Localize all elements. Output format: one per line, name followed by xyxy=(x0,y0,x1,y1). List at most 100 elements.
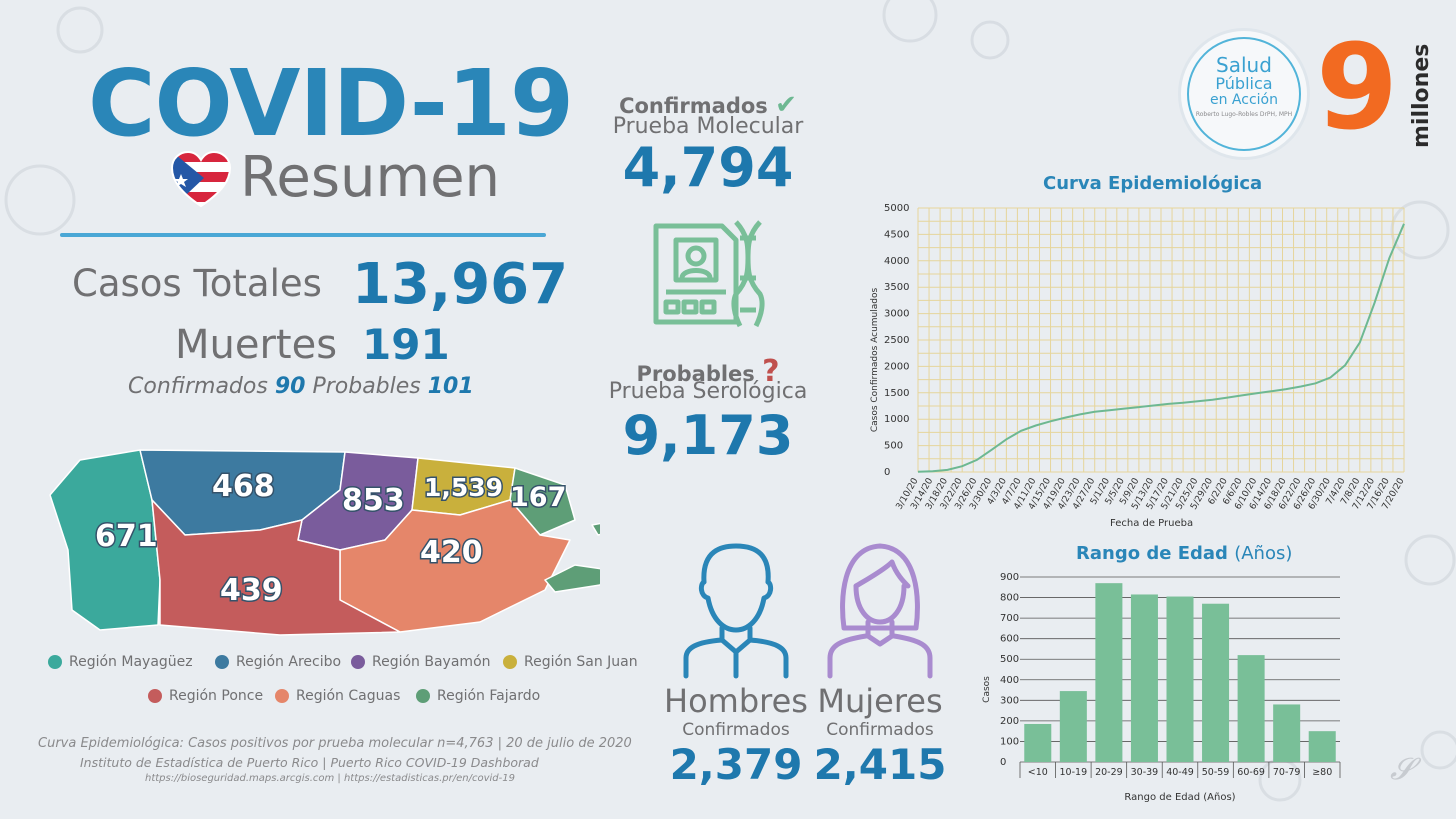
woman-icon xyxy=(827,543,933,679)
footer-source: Instituto de Estadística de Puerto Rico … xyxy=(80,755,539,770)
y-tick-label: 400 xyxy=(1000,675,1019,686)
deaths-confirmed-value: 90 xyxy=(274,374,306,399)
serologic-value: 9,173 xyxy=(622,404,794,467)
deaths-confirmed-label: Confirmados xyxy=(128,374,268,399)
age-bar xyxy=(1166,596,1194,762)
y-tick-label: 1500 xyxy=(884,388,909,399)
age-bar xyxy=(1024,723,1052,762)
molecular-label-row: Confirmados ✔ xyxy=(578,90,838,120)
men-subtitle: Confirmados xyxy=(682,720,790,740)
legend-item-sanjuan: Región San Juan xyxy=(503,654,638,670)
page-title: COVID-19 xyxy=(88,50,574,157)
deaths-value: 191 xyxy=(362,320,450,369)
total-cases-value: 13,967 xyxy=(352,252,569,317)
deaths-label: Muertes xyxy=(175,322,338,368)
age-bar xyxy=(1095,583,1123,762)
men-block: Hombres Confirmados 2,379 xyxy=(656,682,816,789)
vieques-island-shape xyxy=(544,564,600,593)
logo-line2: Pública xyxy=(1215,74,1273,93)
molecular-test-name: Prueba Molecular xyxy=(612,114,804,139)
epi-series-line xyxy=(917,223,1405,473)
y-tick-label: 600 xyxy=(1000,634,1019,645)
epi-chart-title: Curva Epidemiológica xyxy=(1043,173,1263,194)
x-tick-label: 50-59 xyxy=(1202,767,1230,778)
legend-item-mayaguez: Región Mayagüez xyxy=(48,654,193,670)
deaths-probable-label: Probables xyxy=(312,374,421,399)
legend-item-arecibo: Región Arecibo xyxy=(215,654,341,670)
legend-item-fajardo: Región Fajardo xyxy=(416,688,540,704)
page-subtitle: Resumen xyxy=(240,145,501,210)
y-tick-label: 3500 xyxy=(884,282,909,293)
age-bar xyxy=(1308,731,1336,762)
age-range-chart: 0 100 200 300 400 500 600 700 800 900 <10 10-19 20-2… xyxy=(982,572,1341,803)
logo-ring: Salud Pública en Acción Roberto Lugo-Rob… xyxy=(1187,37,1301,151)
map-label-sanjuan: 1,539 xyxy=(424,473,503,502)
legend-dot xyxy=(48,655,62,669)
y-tick-label: 2000 xyxy=(884,361,909,372)
svg-text:millones: millones xyxy=(1409,44,1434,148)
women-value: 2,415 xyxy=(813,740,947,789)
x-tick-label: 30-39 xyxy=(1131,767,1159,778)
map-label-ponce: 439 xyxy=(220,573,283,608)
region-mayaguez-shape xyxy=(49,449,161,631)
legend-item-bayamon: Región Bayamón xyxy=(351,654,491,670)
deaths-probable-value: 101 xyxy=(427,374,474,399)
y-tick-label: 500 xyxy=(1000,654,1019,665)
map-label-caguas: 420 xyxy=(420,535,483,570)
y-tick-label: 0 xyxy=(1000,757,1006,768)
y-tick-label: 700 xyxy=(1000,613,1019,624)
map-legend: Región Mayagüez Región Arecibo Región Ba… xyxy=(48,654,648,714)
puerto-rico-region-map: 671 468 853 1,539 167 420 439 xyxy=(49,449,600,636)
footer-note: Curva Epidemiológica: Casos positivos po… xyxy=(38,736,632,751)
y-tick-label: 900 xyxy=(1000,572,1019,583)
age-bar xyxy=(1273,704,1301,762)
region-ponce-shape xyxy=(151,499,401,636)
y-tick-label: 5000 xyxy=(884,203,909,214)
artist-signature: 𝓢 xyxy=(1390,752,1414,787)
age-chart-title-suffix: (Años) xyxy=(1234,543,1293,564)
x-tick-label: 10-19 xyxy=(1060,767,1088,778)
map-label-arecibo: 468 xyxy=(212,469,275,504)
puerto-rico-flag-heart-icon xyxy=(170,150,232,208)
age-bar xyxy=(1059,691,1087,762)
epi-curve-chart: 0 500 1000 1500 2000 2500 3000 3500 4000 4500 5000… xyxy=(870,203,1407,529)
legend-dot xyxy=(148,689,162,703)
x-tick-label: 60-69 xyxy=(1237,767,1265,778)
men-value: 2,379 xyxy=(669,740,803,789)
man-icon xyxy=(683,543,789,679)
women-subtitle: Confirmados xyxy=(826,720,934,740)
y-tick-label: 800 xyxy=(1000,593,1019,604)
serologic-label: Probables xyxy=(636,362,755,386)
region-caguas-shape xyxy=(339,499,571,633)
x-tick-label: 40-49 xyxy=(1166,767,1194,778)
y-tick-label: 0 xyxy=(884,467,890,478)
check-icon: ✔ xyxy=(775,90,797,120)
test-document-dna-icon xyxy=(653,220,765,328)
nine-millones-logo-word: millones xyxy=(1409,44,1434,148)
age-bar xyxy=(1237,655,1265,762)
legend-item-ponce: Región Ponce xyxy=(148,688,263,704)
legend-dot xyxy=(503,655,517,669)
total-cases-label: Casos Totales xyxy=(72,262,322,305)
y-tick-label: 4000 xyxy=(884,256,909,267)
molecular-label: Confirmados xyxy=(619,94,768,118)
serologic-label-row: Probables ? xyxy=(578,354,838,389)
logo-line4: Roberto Lugo-Robles DrPH, MPH xyxy=(1195,110,1293,118)
salud-publica-logo: Salud Pública en Acción Roberto Lugo-Rob… xyxy=(1178,28,1310,160)
y-tick-label: 2500 xyxy=(884,335,909,346)
x-tick-label: ≥80 xyxy=(1312,767,1332,778)
men-title: Hombres xyxy=(664,682,808,720)
legend-dot xyxy=(215,655,229,669)
age-chart-title: Rango de Edad xyxy=(1076,543,1228,564)
nine-millones-logo-number: 9 xyxy=(1316,18,1399,156)
women-title: Mujeres xyxy=(817,682,943,720)
x-axis-label: Fecha de Prueba xyxy=(1110,518,1193,529)
legend-dot xyxy=(275,689,289,703)
map-label-fajardo: 167 xyxy=(510,482,566,513)
culebra-island-shape xyxy=(591,522,600,536)
y-tick-label: 500 xyxy=(884,441,903,452)
serologic-test-name: Prueba Serológica xyxy=(608,379,808,404)
title-divider xyxy=(60,233,546,237)
y-tick-label: 200 xyxy=(1000,716,1019,727)
age-bar xyxy=(1202,603,1230,762)
